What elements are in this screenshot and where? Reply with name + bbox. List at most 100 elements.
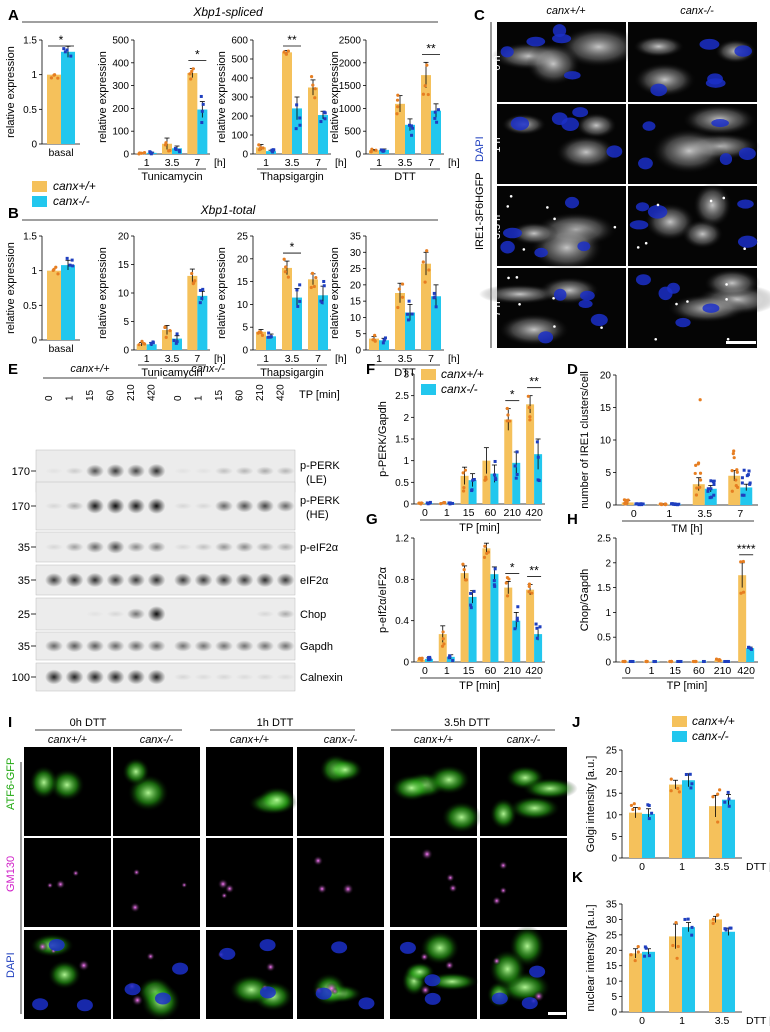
- blot-label: Gapdh: [300, 641, 333, 653]
- data-point-wt: [56, 272, 60, 276]
- y-axis-label: relative expression: [5, 46, 17, 138]
- data-point-ko: [298, 123, 302, 127]
- y-axis-label: p-eIf2α/eIF2α: [377, 566, 389, 633]
- data-point-wt: [395, 98, 400, 102]
- data-point-wt: [463, 468, 468, 472]
- lane-label: 15: [85, 389, 96, 401]
- bar-wt: [482, 548, 491, 662]
- data-point-wt: [142, 150, 147, 155]
- significance-label: *: [510, 388, 515, 402]
- bar-ko: [468, 480, 477, 504]
- bar-ko: [266, 336, 276, 350]
- y-tick-label: 2: [403, 413, 409, 424]
- micrograph-tile: [480, 747, 578, 836]
- lane-label: 0: [44, 395, 55, 401]
- data-point-wt: [711, 921, 715, 925]
- y-tick-label: 200: [231, 112, 248, 123]
- data-point-wt: [622, 498, 627, 502]
- data-point-wt: [313, 96, 317, 100]
- data-point-ko: [652, 659, 656, 663]
- micrograph-tile: [628, 104, 761, 184]
- data-point-ko: [406, 312, 410, 316]
- legend-j: canx+/+ canx-/-: [672, 714, 735, 743]
- data-point-ko: [679, 659, 683, 663]
- data-point-wt: [711, 917, 715, 921]
- data-point-ko: [706, 487, 710, 491]
- bar-wt: [47, 74, 61, 144]
- y-tick-label: 200: [112, 104, 129, 115]
- y-tick-label: 5: [605, 468, 611, 479]
- data-point-ko: [200, 296, 204, 300]
- data-point-wt: [664, 502, 668, 506]
- data-point-wt: [418, 656, 422, 660]
- data-point-ko: [269, 335, 273, 339]
- data-point-ko: [69, 54, 73, 58]
- data-point-ko: [151, 340, 155, 344]
- bar-ko: [197, 109, 208, 154]
- data-point-wt: [636, 950, 640, 954]
- bar-wt: [709, 806, 722, 858]
- data-point-ko: [650, 811, 654, 815]
- data-point-ko: [68, 263, 72, 267]
- y-tick-label: 10: [237, 300, 249, 311]
- y-axis-label: relative expression: [216, 51, 228, 143]
- bar-ko: [172, 148, 182, 154]
- micrograph-tile: [480, 838, 567, 927]
- data-point-ko: [683, 917, 687, 921]
- data-point-ko: [471, 478, 475, 482]
- data-point-ko: [634, 502, 638, 506]
- bar-wt: [526, 404, 535, 504]
- panel-e-group-wt: canx+/+: [70, 363, 110, 375]
- chart-g: 0 0.4 0.8 1.2 p-eIf2α/eIF2α 0 1 15 60 210 420 TP [m…: [377, 534, 545, 692]
- x-unit-label: DTT [h]: [746, 861, 770, 873]
- data-point-ko: [711, 480, 715, 484]
- x-tick-label: 3.5: [285, 157, 300, 169]
- bar-wt: [438, 634, 447, 662]
- data-point-ko: [472, 589, 476, 593]
- x-unit-label: DTT [h]: [746, 1015, 770, 1027]
- x-tick-label: 420: [525, 507, 543, 519]
- data-point-wt: [644, 659, 648, 664]
- data-point-ko: [742, 468, 746, 472]
- data-point-wt: [528, 418, 532, 422]
- blot-label: p-PERK: [300, 460, 340, 472]
- bar-wt: [504, 419, 513, 504]
- data-point-wt: [284, 265, 288, 269]
- x-tick-label: 0: [625, 665, 631, 677]
- data-point-ko: [723, 927, 727, 931]
- data-point-ko: [643, 945, 647, 949]
- data-point-ko: [295, 288, 299, 292]
- data-point-ko: [322, 284, 326, 288]
- data-point-wt: [284, 52, 288, 56]
- x-axis-title: DTT: [394, 171, 416, 183]
- panel-letter-j: J: [572, 714, 580, 731]
- data-point-wt: [715, 913, 720, 917]
- data-point-wt: [632, 802, 636, 806]
- y-axis-label: Golgi intensity [a.u.]: [585, 756, 597, 853]
- data-point-wt: [259, 330, 263, 335]
- y-axis-label: relative expression: [329, 247, 341, 339]
- y-tick-label: 1.5: [395, 435, 409, 446]
- bar-ko: [682, 780, 695, 858]
- bar-ko: [197, 295, 208, 350]
- data-point-ko: [708, 496, 712, 500]
- bar-wt: [47, 270, 61, 340]
- y-tick-label: 0.5: [23, 301, 37, 312]
- data-point-ko: [428, 657, 432, 661]
- data-point-wt: [191, 67, 195, 71]
- panel-c-micrographs: canx+/+ canx-/- IRE1-3F6HGFP DAPI 0 h 1 h…: [474, 5, 770, 348]
- mw-label: 170: [12, 466, 30, 478]
- data-point-ko: [427, 656, 431, 660]
- data-point-wt: [309, 75, 314, 79]
- lane-label: 15: [214, 389, 225, 401]
- data-point-wt: [462, 486, 466, 490]
- x-tick-label: 1: [649, 665, 655, 677]
- data-point-wt: [167, 149, 171, 153]
- data-point-ko: [298, 299, 302, 303]
- data-point-wt: [505, 406, 509, 411]
- data-point-ko: [62, 47, 66, 51]
- x-tick-label: 420: [525, 665, 543, 677]
- data-point-ko: [175, 332, 179, 336]
- data-point-ko: [628, 659, 632, 663]
